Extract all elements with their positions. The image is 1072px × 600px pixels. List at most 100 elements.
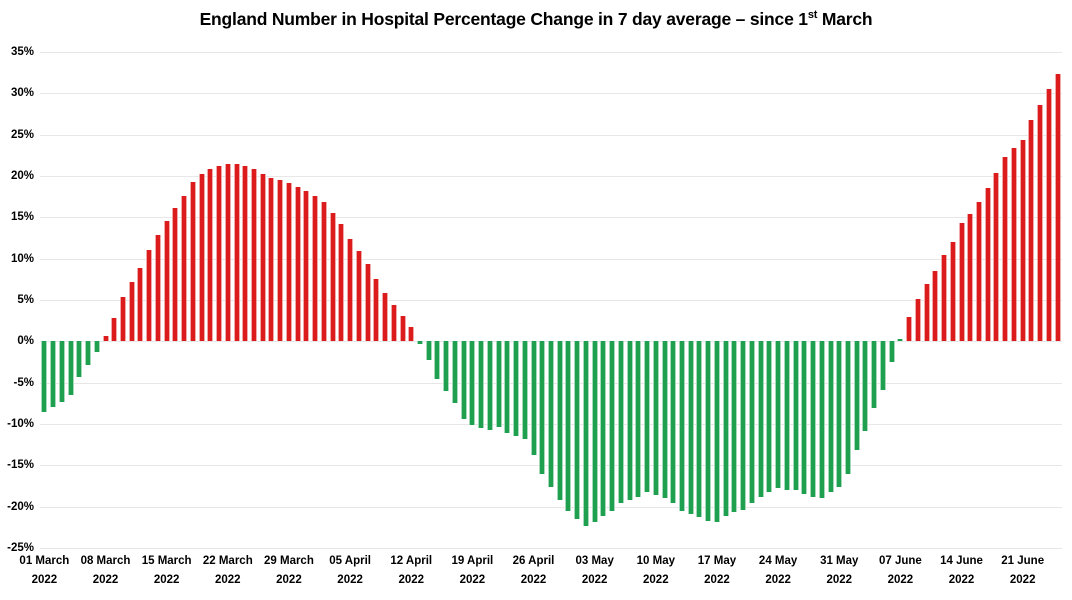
bar-day-70: [652, 341, 659, 496]
x-tick-year: 2022: [826, 574, 853, 586]
gridline--20%: [40, 506, 1062, 508]
x-tick-year: 2022: [948, 574, 975, 586]
bar-day-100: [914, 299, 921, 342]
bar-day-116: [1054, 74, 1061, 342]
bar-day-29: [294, 186, 301, 342]
bar-day-89: [818, 341, 825, 499]
bar-day-59: [556, 341, 563, 501]
bar-day-112: [1019, 139, 1026, 342]
gridline--25%: [40, 548, 1062, 549]
bar-day-36: [355, 251, 362, 342]
bar-day-68: [635, 341, 642, 497]
chart-title-tail: March: [817, 9, 873, 29]
bar-day-21: [224, 164, 231, 342]
bar-chart-plot-area: [40, 52, 1062, 549]
bar-day-38: [373, 278, 380, 342]
bar-day-32: [320, 201, 327, 342]
bar-day-86: [792, 341, 799, 491]
bar-day-44: [425, 341, 432, 360]
gridline-15%: [40, 217, 1062, 219]
bar-day-87: [801, 341, 808, 495]
bar-day-101: [923, 284, 930, 342]
bar-day-109: [993, 172, 1000, 342]
bar-day-0: [41, 341, 48, 412]
x-axis-tick-label: 22 March 2022: [186, 552, 270, 590]
bar-day-104: [949, 242, 956, 342]
x-axis-tick-label: 01 March 2022: [2, 552, 86, 590]
bar-day-107: [976, 202, 983, 342]
bar-day-37: [364, 263, 371, 342]
x-tick-year: 2022: [765, 574, 791, 586]
gridline-10%: [40, 258, 1062, 260]
x-tick-date: 08 March: [80, 555, 131, 567]
x-tick-year: 2022: [31, 574, 58, 586]
bar-day-28: [285, 182, 292, 342]
x-axis-tick-label: 19 April 2022: [430, 552, 514, 590]
bar-day-22: [233, 163, 240, 342]
x-axis-tick-label: 08 March 2022: [64, 552, 148, 590]
x-tick-year: 2022: [581, 574, 608, 586]
y-axis-tick-label: -10%: [7, 418, 34, 430]
bar-day-92: [844, 341, 851, 474]
bar-day-24: [251, 169, 257, 342]
bar-day-85: [783, 341, 790, 491]
bar-day-12: [146, 250, 153, 342]
bar-day-97: [888, 341, 895, 362]
bar-day-33: [329, 213, 336, 342]
bar-day-53: [504, 341, 511, 434]
bar-day-95: [871, 341, 878, 409]
x-axis-tick-label: 21 June 2022: [981, 552, 1065, 590]
x-tick-date: 31 May: [820, 555, 859, 567]
x-axis-tick-label: 14 June 2022: [920, 552, 1004, 590]
y-axis-tick-label: -25%: [7, 542, 34, 554]
bar-day-17: [189, 181, 196, 342]
x-axis-tick-label: 03 May 2022: [553, 552, 637, 590]
x-tick-year: 2022: [92, 574, 119, 586]
bar-day-34: [338, 223, 345, 342]
y-axis-tick-label: 25%: [10, 128, 34, 141]
bar-day-1: [50, 341, 57, 408]
bar-day-23: [242, 166, 249, 342]
bar-day-64: [600, 341, 607, 516]
bar-day-7: [102, 335, 109, 342]
bar-day-41: [399, 315, 406, 342]
x-tick-year: 2022: [704, 574, 730, 586]
y-axis-tick-label: 0%: [17, 335, 34, 348]
bar-day-106: [967, 214, 974, 342]
y-axis-tick-label: 10%: [10, 252, 34, 265]
bar-day-99: [906, 317, 913, 342]
x-tick-date: 15 March: [141, 555, 192, 567]
bar-day-103: [941, 254, 948, 342]
bar-day-54: [513, 341, 520, 436]
bar-day-76: [705, 341, 712, 521]
chart-title-superscript: st: [807, 9, 818, 22]
x-axis-tick-label: 10 May 2022: [614, 552, 698, 590]
bar-day-14: [163, 220, 170, 342]
bar-day-61: [574, 341, 581, 520]
bar-day-105: [958, 223, 965, 342]
x-axis-tick-label: 26 April 2022: [492, 552, 576, 590]
y-axis-tick-label: -20%: [7, 500, 34, 513]
x-tick-date: 05 April: [329, 555, 371, 567]
x-tick-year: 2022: [1009, 574, 1036, 586]
bar-day-48: [460, 341, 467, 420]
bar-day-91: [836, 341, 843, 487]
x-tick-year: 2022: [215, 574, 241, 586]
chart-title: England Number in Hospital Percentage Ch…: [0, 9, 1072, 30]
x-tick-year: 2022: [398, 574, 425, 586]
bar-day-2: [58, 341, 65, 402]
bar-day-8: [111, 318, 118, 342]
x-axis-tick-label: 07 June 2022: [858, 552, 942, 590]
bar-day-90: [827, 341, 834, 492]
bar-day-82: [757, 341, 764, 497]
x-tick-date: 01 March: [19, 555, 70, 567]
bar-day-42: [408, 327, 415, 342]
bar-day-96: [879, 341, 886, 391]
bar-day-13: [154, 234, 161, 342]
bar-day-30: [303, 190, 310, 342]
x-tick-date: 03 May: [575, 555, 614, 567]
bar-day-78: [722, 341, 729, 516]
bar-day-4: [76, 341, 83, 377]
bar-day-98: [897, 338, 904, 342]
